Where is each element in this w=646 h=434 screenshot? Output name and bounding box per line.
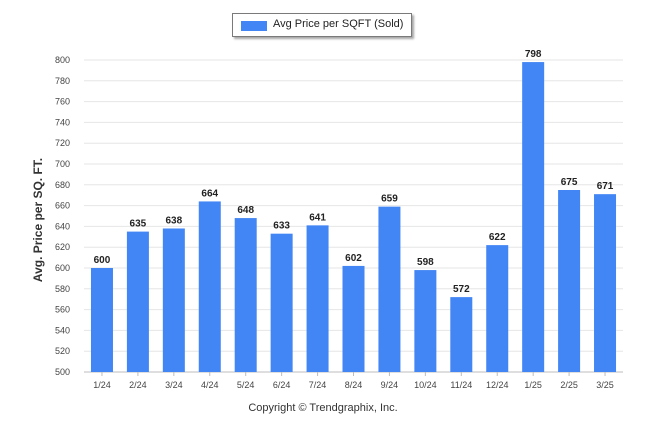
data-label: 641 — [309, 212, 326, 223]
data-label: 638 — [165, 215, 182, 226]
x-tick-label: 8/24 — [345, 380, 363, 390]
x-tick-label: 10/24 — [414, 380, 437, 390]
x-tick-label: 7/24 — [309, 380, 327, 390]
y-tick-label: 540 — [55, 325, 70, 335]
bar — [198, 201, 221, 372]
copyright-footer: Copyright © Trendgraphix, Inc. — [248, 402, 398, 414]
y-tick-label: 740 — [55, 117, 70, 127]
y-tick-label: 800 — [55, 55, 70, 65]
bar — [522, 62, 545, 372]
data-label: 635 — [130, 219, 147, 230]
data-label: 633 — [273, 221, 290, 232]
data-label: 600 — [94, 255, 111, 266]
legend: Avg Price per SQFT (Sold) — [232, 13, 412, 37]
bar — [90, 268, 113, 372]
bar — [486, 245, 509, 372]
y-tick-label: 580 — [55, 284, 70, 294]
y-tick-label: 760 — [55, 97, 70, 107]
y-tick-label: 520 — [55, 346, 70, 356]
y-tick-label: 700 — [55, 159, 70, 169]
bar — [558, 190, 581, 372]
data-label: 648 — [237, 205, 254, 216]
bar — [378, 206, 401, 372]
legend-label: Avg Price per SQFT (Sold) — [273, 18, 404, 30]
y-tick-label: 560 — [55, 305, 70, 315]
data-label: 798 — [525, 49, 542, 60]
y-tick-label: 600 — [55, 263, 70, 273]
y-tick-label: 620 — [55, 242, 70, 252]
x-tick-label: 11/24 — [450, 380, 472, 390]
data-label: 675 — [561, 177, 578, 188]
x-tick-label: 3/25 — [596, 380, 614, 390]
bar — [450, 297, 473, 372]
bar — [162, 228, 185, 372]
x-tick-label: 12/24 — [486, 380, 509, 390]
data-label: 602 — [345, 253, 362, 264]
y-tick-label: 640 — [55, 221, 70, 231]
x-tick-label: 5/24 — [237, 380, 255, 390]
data-label: 598 — [417, 257, 434, 268]
x-tick-label: 2/25 — [560, 380, 578, 390]
data-label: 664 — [201, 188, 218, 199]
bar — [414, 270, 437, 372]
legend-swatch — [241, 21, 267, 31]
data-label: 622 — [489, 232, 506, 243]
data-label: 671 — [597, 181, 614, 192]
x-tick-label: 4/24 — [201, 380, 219, 390]
x-tick-label: 1/25 — [524, 380, 542, 390]
y-tick-label: 720 — [55, 138, 70, 148]
y-tick-label: 500 — [55, 367, 70, 377]
x-tick-label: 3/24 — [165, 380, 183, 390]
bar — [342, 265, 365, 372]
y-tick-label: 780 — [55, 76, 70, 86]
bar — [306, 225, 329, 372]
x-tick-label: 6/24 — [273, 380, 291, 390]
bar — [234, 218, 257, 372]
y-tick-label: 660 — [55, 201, 70, 211]
data-label: 659 — [381, 194, 398, 205]
bar — [594, 194, 617, 372]
x-tick-label: 1/24 — [93, 380, 111, 390]
x-tick-label: 9/24 — [381, 380, 399, 390]
x-tick-label: 2/24 — [129, 380, 147, 390]
bar — [270, 233, 293, 372]
data-label: 572 — [453, 284, 470, 295]
y-tick-label: 680 — [55, 180, 70, 190]
bar — [126, 231, 149, 372]
